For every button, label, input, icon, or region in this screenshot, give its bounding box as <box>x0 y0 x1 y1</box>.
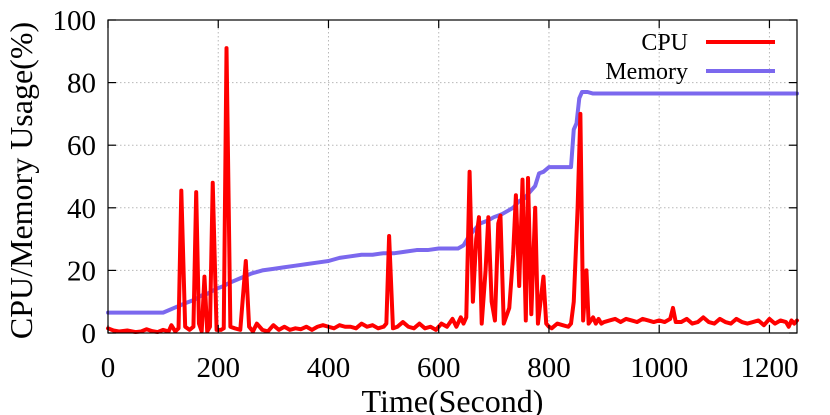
series-line-cpu <box>106 46 799 335</box>
x-axis-label: Time(Second) <box>362 383 544 415</box>
y-tick-label: 60 <box>67 130 96 162</box>
x-tick-label: 200 <box>196 352 240 384</box>
series-layer <box>106 46 799 335</box>
legend-label-memory: Memory <box>605 59 688 85</box>
x-tick-label: 800 <box>527 352 571 384</box>
y-tick-label: 40 <box>67 193 96 225</box>
x-tick-label: 1000 <box>630 352 688 384</box>
y-tick-label: 20 <box>67 255 96 287</box>
legend: CPU Memory <box>605 30 775 85</box>
plot-frame <box>107 19 798 334</box>
y-tick-label: 0 <box>82 318 97 350</box>
x-tick-label: 600 <box>417 352 461 384</box>
series-line-memory <box>106 89 799 315</box>
x-tick-label: 0 <box>101 352 116 384</box>
x-tick-label: 1200 <box>740 352 798 384</box>
y-axis-label: CPU/Memory Usage(%) <box>3 22 39 339</box>
y-tick-label: 80 <box>67 68 96 100</box>
x-tick-label: 400 <box>307 352 351 384</box>
legend-label-cpu: CPU <box>641 30 688 56</box>
y-tick-label: 100 <box>53 5 97 37</box>
